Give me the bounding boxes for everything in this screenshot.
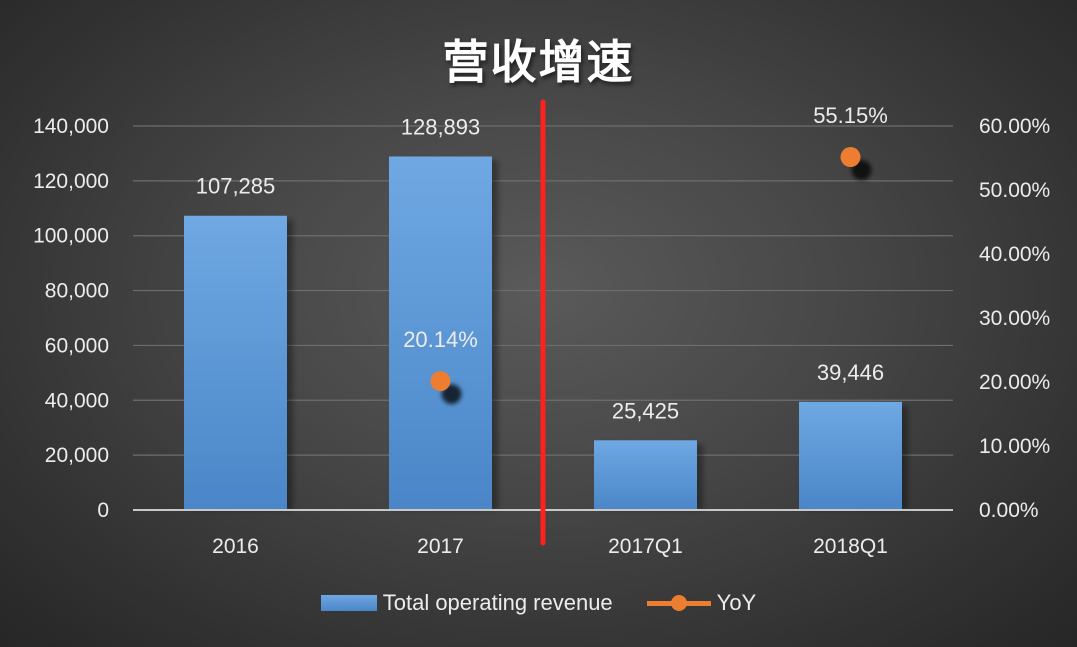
right-tick-label: 60.00% (979, 115, 1050, 138)
right-axis: 0.00% 10.00% 20.00% 30.00% 40.00% 50.00% 60.00… (979, 115, 1050, 522)
legend-label-revenue: Total operating revenue (382, 590, 613, 615)
left-tick-label: 20,000 (45, 444, 109, 467)
x-tick-label: 2018Q1 (813, 535, 888, 558)
right-tick-label: 50.00% (979, 179, 1050, 202)
x-tick-label: 2017 (417, 535, 464, 558)
legend: Total operating revenue YoY (0, 590, 1077, 616)
legend-item-revenue: Total operating revenue (320, 590, 613, 616)
legend-line-swatch (646, 595, 711, 611)
bar-2016 (184, 215, 287, 510)
x-tick-label: 2017Q1 (608, 535, 683, 558)
x-axis: 2016 2017 2017Q1 2018Q1 (212, 535, 888, 558)
bar-2017 (389, 156, 492, 511)
yoy-value-label: 55.15% (813, 103, 888, 128)
legend-label-yoy: YoY (716, 590, 757, 615)
chart-title: 营收增速 (442, 35, 635, 89)
left-tick-label: 80,000 (45, 280, 109, 303)
yoy-marker (840, 147, 861, 168)
bar-2017Q1 (594, 440, 697, 510)
bar-2018Q1 (799, 401, 902, 510)
bar-series: 107,285 128,893 25,425 39,446 (184, 114, 908, 511)
right-tick-label: 40.00% (979, 243, 1050, 266)
x-tick-label: 2016 (212, 535, 259, 558)
right-tick-label: 30.00% (979, 307, 1050, 330)
yoy-value-label: 20.14% (403, 327, 478, 352)
right-tick-label: 20.00% (979, 371, 1050, 394)
left-tick-label: 140,000 (33, 115, 109, 138)
bar-value-label: 25,425 (612, 398, 679, 423)
left-axis: 0 20,000 40,000 60,000 80,000 100,000 120,000 1… (33, 115, 109, 522)
right-tick-label: 10.00% (979, 435, 1050, 458)
left-tick-label: 40,000 (45, 389, 109, 412)
right-tick-label: 0.00% (979, 499, 1039, 522)
yoy-marker (430, 371, 451, 392)
bar-value-label: 39,446 (817, 360, 884, 385)
left-tick-label: 0 (97, 499, 109, 522)
left-tick-label: 120,000 (33, 170, 109, 193)
left-tick-label: 60,000 (45, 334, 109, 357)
bar-value-label: 128,893 (401, 114, 481, 139)
legend-item-yoy: YoY (646, 590, 757, 616)
bar-value-label: 107,285 (196, 174, 276, 199)
left-tick-label: 100,000 (33, 225, 109, 248)
yoy-series: 20.14% 55.15% (403, 103, 888, 405)
legend-bar-swatch (320, 595, 377, 611)
